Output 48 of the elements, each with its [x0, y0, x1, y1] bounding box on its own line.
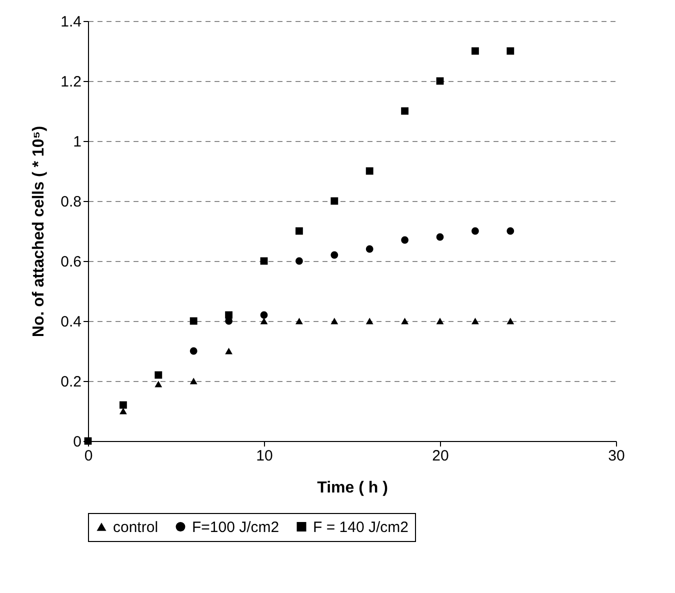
y-tick-label: 0.2 — [60, 374, 82, 390]
point — [260, 318, 268, 324]
point — [190, 378, 198, 384]
x-axis-title: Time ( h ) — [317, 480, 388, 496]
point — [295, 227, 303, 235]
point — [436, 233, 444, 241]
y-tick-label: 0.6 — [60, 254, 82, 270]
point — [260, 311, 268, 319]
y-tick-label: 1.4 — [60, 14, 82, 30]
x-tick-label: 0 — [84, 448, 93, 464]
point — [190, 317, 198, 325]
point — [366, 245, 374, 253]
y-axis-title: No. of attached cells ( * 10⁵) — [30, 126, 48, 338]
x-tick-label: 10 — [256, 448, 273, 464]
point — [366, 167, 374, 175]
point — [330, 318, 338, 324]
y-tick-label: 0 — [73, 434, 82, 450]
x-tick-label: 30 — [608, 448, 625, 464]
point — [471, 227, 479, 235]
point — [436, 318, 444, 324]
point — [119, 401, 127, 409]
point — [401, 318, 409, 324]
point — [401, 236, 409, 244]
point — [330, 251, 338, 259]
point — [506, 47, 514, 55]
point — [154, 380, 162, 388]
point — [190, 347, 198, 355]
y-tick-label: 1 — [73, 134, 82, 150]
point — [119, 408, 127, 414]
point — [471, 318, 479, 324]
point — [225, 311, 233, 319]
point — [506, 227, 514, 235]
legend-label: control — [113, 518, 158, 536]
point — [506, 318, 514, 324]
point — [295, 318, 303, 324]
x-tick-label: 20 — [432, 448, 449, 464]
y-tick-label: 1.2 — [60, 74, 82, 90]
y-tick-label: 0.8 — [60, 194, 82, 210]
point — [471, 47, 479, 55]
point — [154, 371, 162, 379]
point — [330, 197, 338, 205]
legend-label: F = 140 J/cm2 — [313, 518, 408, 536]
point — [401, 107, 409, 115]
point — [366, 318, 374, 324]
point — [295, 257, 303, 265]
point — [225, 348, 233, 354]
legend-label: F=100 J/cm2 — [192, 518, 280, 536]
y-tick-label: 0.4 — [60, 314, 82, 330]
